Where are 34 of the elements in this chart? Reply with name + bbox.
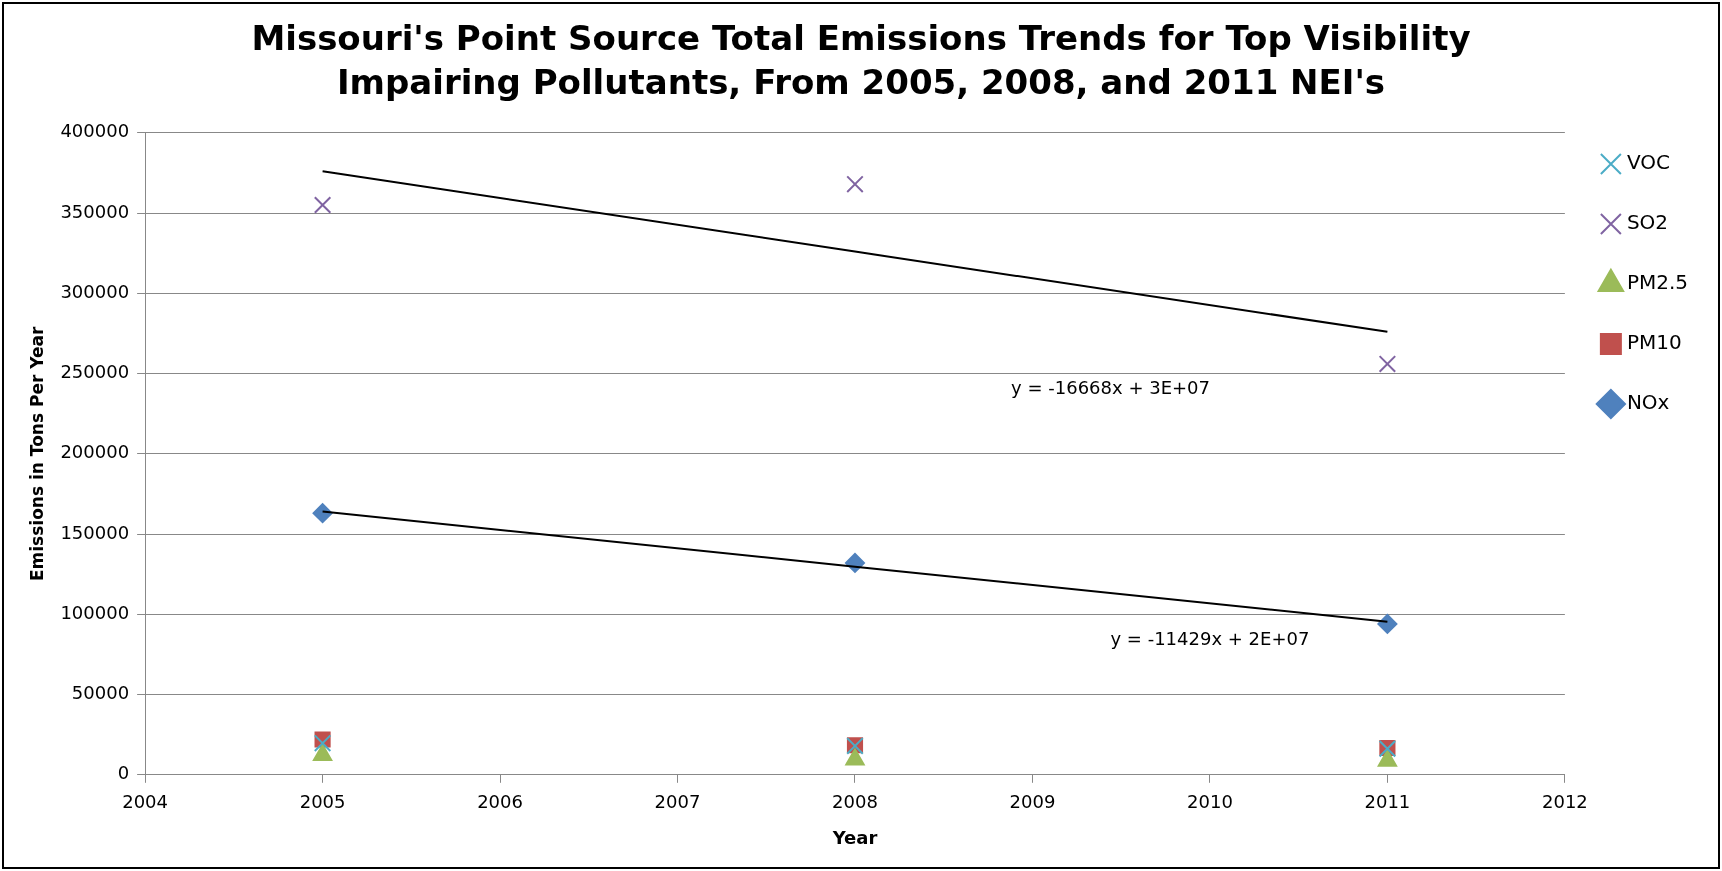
legend-label: PM2.5 [1626, 270, 1688, 295]
legend-label: NOx [1626, 390, 1670, 415]
x-tick-label: 2007 [654, 791, 701, 813]
point [313, 196, 332, 214]
x-tick-label: 2011 [1364, 791, 1411, 813]
x-tick-label: 2006 [477, 791, 523, 813]
x-tick-label: 2010 [1187, 791, 1233, 813]
x-tick-label: 2012 [1541, 791, 1588, 813]
point [312, 744, 333, 762]
x-tick-label: 2008 [832, 791, 878, 813]
y-tick-label: 250000 [60, 361, 130, 383]
y-tick-label: 400000 [60, 120, 130, 142]
y-tick-label: 300000 [60, 280, 130, 302]
y-tick-label: 100000 [60, 601, 130, 623]
legend-label: PM10 [1626, 330, 1682, 355]
y-tick-label: 150000 [60, 521, 130, 543]
point [1378, 355, 1397, 373]
x-tick-label: 2005 [299, 791, 346, 813]
legend-label: VOC [1626, 150, 1670, 175]
y-tick-label: 350000 [60, 200, 130, 222]
y-tick-label: 200000 [60, 441, 130, 463]
point [846, 175, 864, 193]
annotation: y = -11429x + 2E+07 [1110, 627, 1310, 649]
x-tick-label: 2004 [122, 791, 169, 813]
chart-title: Missouri's Point Source Total Emissions Trends for Top Visibility Impairing Pollutants, From 2005, 2008, and 2011 NEI's [250, 17, 1472, 104]
annotation: y = -16668x + 3E+07 [1011, 377, 1211, 399]
x-tick-label: 2009 [1009, 791, 1056, 813]
point [313, 734, 332, 752]
x-axis-title: Year [831, 826, 878, 848]
y-axis-title: Emissions in Tons Per Year [26, 325, 47, 582]
point [1377, 613, 1398, 634]
legend-label: SO2 [1626, 210, 1669, 235]
y-tick-label: 0 [117, 762, 130, 784]
y-tick-label: 50000 [71, 682, 130, 704]
